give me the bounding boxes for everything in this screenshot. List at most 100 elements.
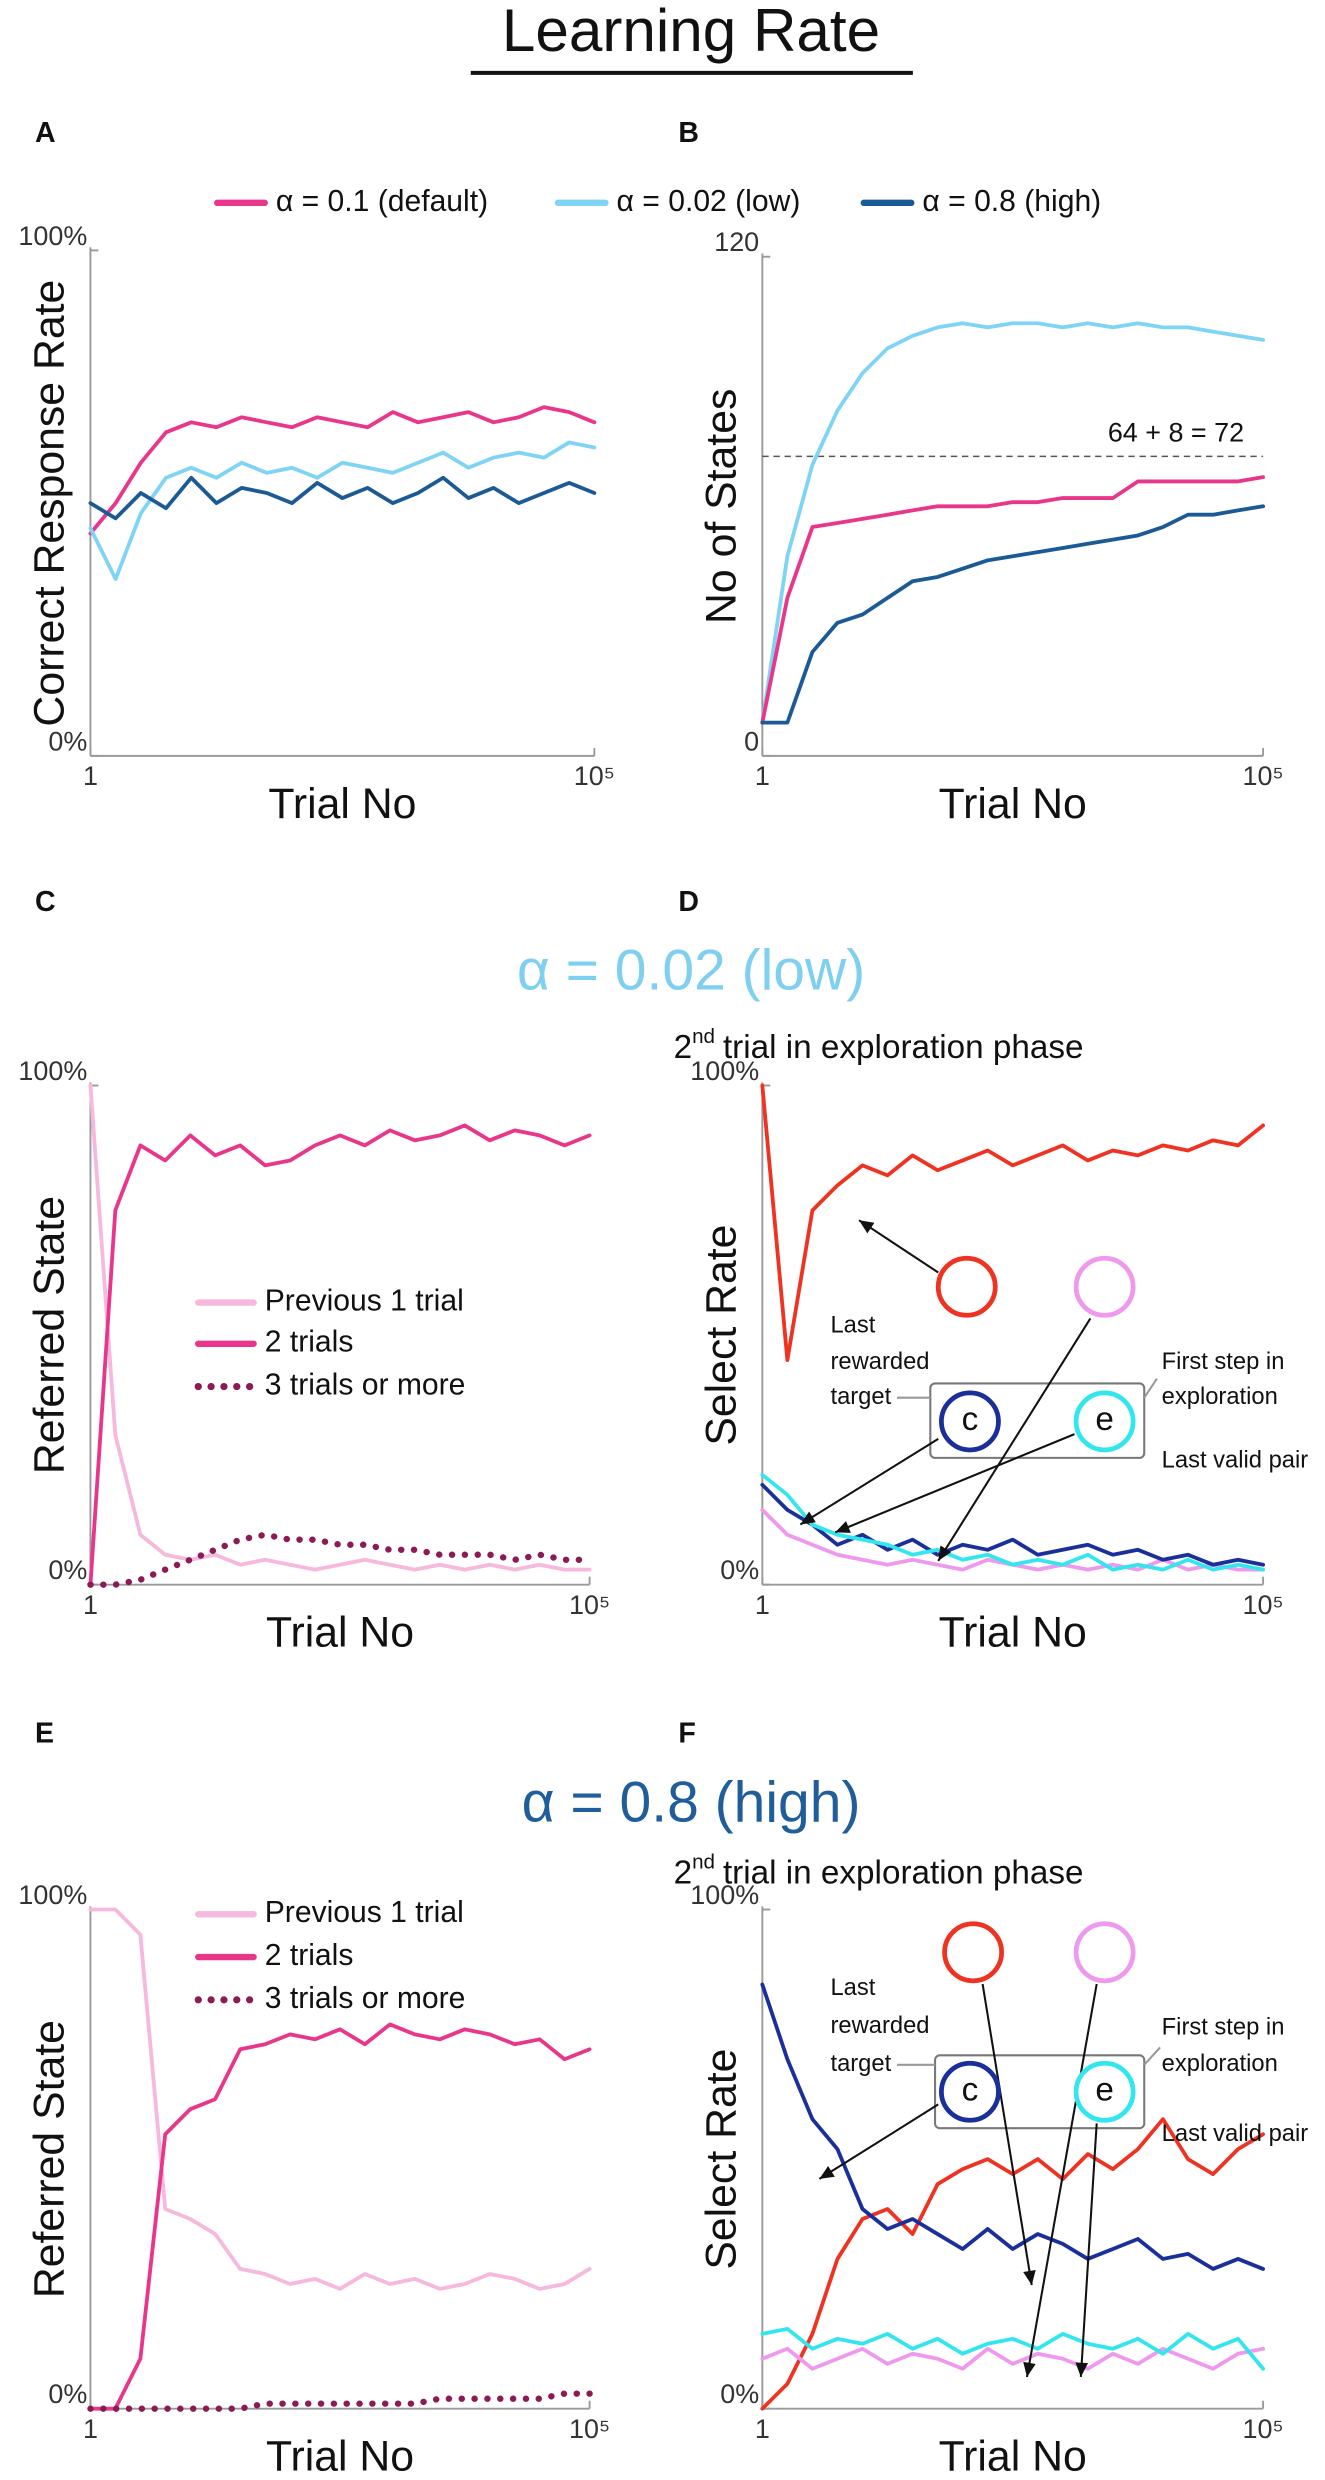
legend-marker	[939, 2060, 1001, 2123]
series-line	[760, 2346, 1265, 2371]
legend-marker	[939, 1390, 1001, 1453]
y-tick-label: 100%	[18, 221, 87, 251]
x-tick-label: 10⁵	[574, 761, 615, 791]
series-line	[760, 1982, 1265, 2271]
series-line	[760, 1482, 1265, 1567]
series-line	[88, 1907, 592, 2291]
y-axis-label: No of States	[698, 389, 746, 624]
x-tick-label: 10⁵	[1243, 761, 1284, 791]
y-tick-label: 0%	[48, 1555, 87, 1585]
panel-subtitle: 2nd trial in exploration phase	[674, 1851, 1084, 1891]
legend-label: 2 trials	[265, 1939, 354, 1972]
x-axis-label: Trial No	[939, 1609, 1087, 1657]
marker-letter: c	[962, 1401, 979, 1438]
y-axis-label: Correct Response Rate	[26, 280, 74, 727]
annotation-arrow	[799, 1438, 939, 1526]
y-axis-label: Select Rate	[698, 2049, 746, 2270]
y-tick-label: 100%	[18, 1880, 87, 1910]
series-line	[760, 504, 1265, 725]
annotation-connector	[1143, 2046, 1161, 2066]
x-axis-label: Trial No	[266, 2433, 414, 2480]
legend-marker	[942, 1921, 1004, 1984]
arrow-head	[835, 1521, 851, 1533]
marker-letter: e	[1095, 1401, 1114, 1438]
annotation-box	[929, 1382, 1146, 1459]
arrow-head	[800, 1511, 816, 1525]
section-heading: α = 0.02 (low)	[517, 939, 865, 1003]
annotation-text: exploration	[1162, 2050, 1278, 2077]
series-line	[760, 321, 1265, 725]
x-tick-label: 10⁵	[1243, 1590, 1284, 1620]
panel-letter: A	[35, 117, 56, 149]
legend-label: 2 trials	[265, 1326, 354, 1359]
panel-letter: C	[35, 886, 56, 918]
annotation-arrow	[834, 1433, 1075, 1534]
annotation-text: target	[830, 1383, 891, 1410]
annotation-text: target	[830, 2050, 891, 2077]
annotation-text: Last	[830, 1974, 875, 2001]
y-tick-label: 120	[714, 227, 759, 257]
x-axis-label: Trial No	[266, 1609, 414, 1657]
annotation-text: First step in	[1162, 2014, 1285, 2041]
subtitle-superscript: nd	[692, 1025, 715, 1048]
legend-label: Previous 1 trial	[265, 1896, 464, 1929]
y-tick-label: 100%	[690, 1880, 759, 1910]
subtitle-part: 2	[674, 1854, 693, 1891]
y-tick-label: 0%	[48, 726, 87, 756]
series-line	[760, 1472, 1265, 1572]
y-axis-label: Referred State	[26, 1196, 74, 1474]
arrow-head	[1075, 2362, 1089, 2377]
series-line	[760, 1083, 1265, 1363]
x-axis-label: Trial No	[268, 780, 416, 828]
annotation-text: rewarded	[830, 1348, 929, 1375]
reference-label: 64 + 8 = 72	[1108, 417, 1244, 447]
figure-title: Learning Rate	[502, 0, 880, 64]
annotation-arrow	[1079, 2123, 1098, 2378]
panel-letter: D	[678, 886, 699, 918]
series-line	[88, 1083, 592, 1572]
annotation-box	[934, 2054, 1146, 2130]
panel-letter: F	[678, 1718, 695, 1750]
series-line	[760, 2326, 1265, 2371]
arrow-head	[1023, 2361, 1036, 2377]
annotation-text: Last	[830, 1312, 875, 1339]
series-line	[88, 475, 597, 521]
x-tick-label: 10⁵	[1243, 2414, 1284, 2444]
x-tick-label: 1	[755, 761, 770, 791]
series-line	[88, 405, 597, 536]
panel-letter: B	[678, 117, 699, 149]
arrow-head	[819, 2165, 835, 2179]
x-tick-label: 1	[83, 761, 98, 791]
legend-label: α = 0.02 (low)	[617, 185, 801, 218]
annotation-arrow	[937, 1317, 1092, 1562]
y-tick-label: 0%	[48, 2379, 87, 2409]
x-tick-label: 1	[83, 2414, 98, 2444]
annotation-text: First step in	[1162, 1348, 1285, 1375]
subtitle-part: 2	[674, 1029, 693, 1066]
legend-marker	[1073, 1390, 1136, 1453]
panel-subtitle: 2nd trial in exploration phase	[674, 1025, 1084, 1065]
y-axis-label: Referred State	[26, 2020, 74, 2298]
x-axis-label: Trial No	[939, 2433, 1087, 2480]
annotation-text: Last valid pair	[1162, 2120, 1309, 2147]
x-tick-label: 1	[83, 1590, 98, 1620]
series-line	[88, 1123, 592, 1587]
marker-letter: e	[1095, 2072, 1114, 2109]
arrow-head	[858, 1220, 875, 1234]
y-tick-label: 0%	[720, 2379, 759, 2409]
subtitle-part: trial in exploration phase	[723, 1029, 1084, 1066]
y-tick-label: 100%	[18, 1056, 87, 1086]
section-heading: α = 0.8 (high)	[522, 1771, 861, 1835]
subtitle-part: trial in exploration phase	[723, 1854, 1084, 1891]
x-tick-label: 10⁵	[569, 1590, 610, 1620]
legend-marker	[935, 1255, 998, 1318]
panel-letter: E	[35, 1718, 54, 1750]
legend-label: α = 0.1 (default)	[276, 185, 488, 218]
legend-label: 3 trials or more	[265, 1369, 466, 1402]
legend-label: 3 trials or more	[265, 1982, 466, 2015]
subtitle-superscript: nd	[692, 1851, 715, 1874]
series-line	[88, 2022, 592, 2411]
series-line	[760, 475, 1265, 725]
